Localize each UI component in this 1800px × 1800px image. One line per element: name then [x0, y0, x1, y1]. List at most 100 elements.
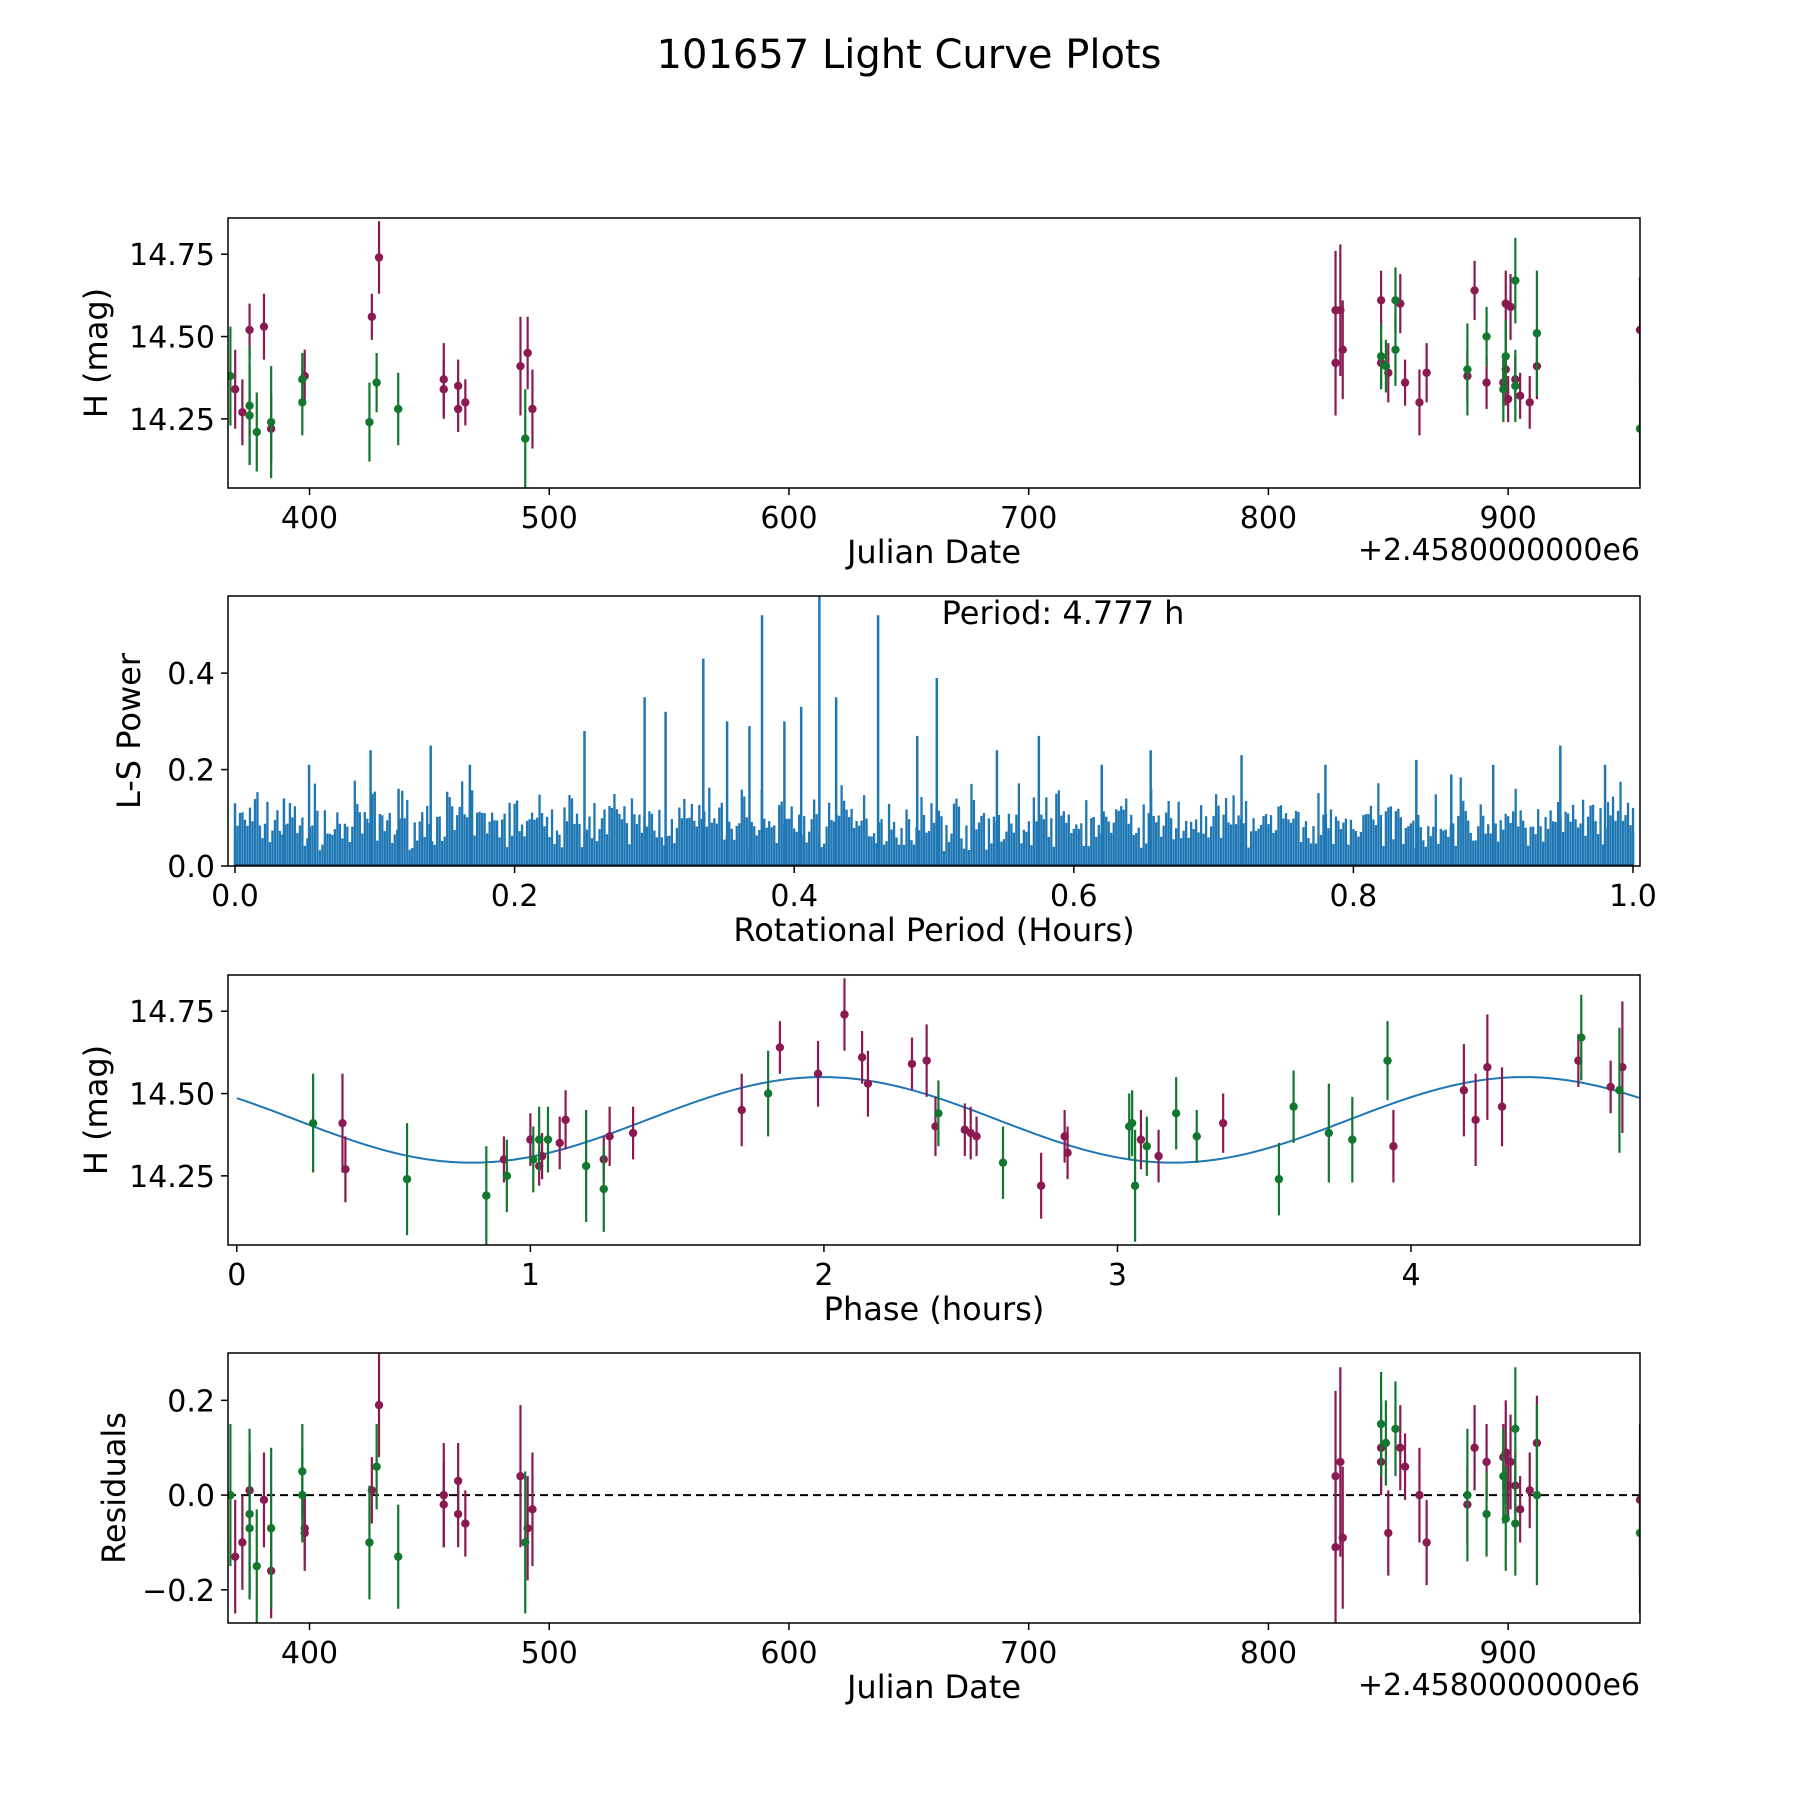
filter-b-point	[1376, 352, 1386, 361]
y-tick-label: 14.25	[129, 403, 215, 438]
filter-b-point	[1376, 1419, 1386, 1429]
filter-b-point	[521, 1538, 530, 1547]
x-tick-label: 900	[1480, 501, 1537, 536]
filter-b-point	[228, 371, 235, 381]
filter-b-point	[228, 1490, 235, 1500]
filter-b-point	[998, 1158, 1008, 1167]
filter-a-point	[230, 1552, 240, 1561]
filter-a-point	[374, 1400, 384, 1410]
x-tick-label: 4	[1401, 1258, 1420, 1293]
filter-a-point	[1218, 1118, 1228, 1128]
x-tick-label: 900	[1480, 1636, 1537, 1671]
filter-b-point	[1381, 1438, 1391, 1448]
filter-b-point	[394, 404, 403, 414]
filter-a-point	[628, 1128, 638, 1138]
filter-a-point	[338, 1118, 347, 1128]
x-tick-label: 600	[760, 1636, 817, 1671]
x-tick-label: 0.0	[211, 879, 259, 914]
lightcurve-ticks: 400 500 600 700 800 900 14.25 14.50 14.75	[129, 238, 1537, 536]
filter-a-point	[238, 408, 247, 417]
filter-b-point	[1274, 1174, 1284, 1184]
filter-b-point	[365, 1538, 374, 1547]
filter-a-point	[516, 361, 525, 371]
filter-a-point	[972, 1132, 981, 1141]
x-tick-label: 800	[1240, 1636, 1297, 1671]
filter-b-point	[1615, 1086, 1624, 1095]
filter-b-point	[372, 1462, 381, 1471]
filter-b-point	[1511, 1519, 1520, 1528]
periodogram-axes-frame	[227, 595, 1641, 867]
filter-a-point	[1482, 378, 1491, 387]
lightcurve-offset-label: +2.4580000000e6	[1358, 533, 1640, 568]
filter-b-point	[245, 1524, 254, 1533]
filter-b-point	[266, 1524, 276, 1533]
filter-a-point	[259, 1495, 269, 1505]
filter-a-point	[1154, 1151, 1163, 1161]
filter-b-point	[1532, 1490, 1542, 1500]
filter-b-point	[1511, 381, 1520, 391]
periodogram-ticks: 0.0 0.2 0.4 0.6 0.8 1.0 0.0 0.2 0.4	[167, 657, 1657, 914]
periodogram-panel: 0.0 0.2 0.4 0.6 0.8 1.0 0.0 0.2 0.4 Period: 4.77…	[110, 594, 1657, 949]
filter-b-point	[365, 417, 374, 427]
filter-a-point	[1400, 1462, 1410, 1471]
phased-panel: 0 1 2 3 4 14.25 14.50 14.75 Phase (hours) H (ma…	[77, 974, 1641, 1328]
filter-a-point	[523, 348, 532, 358]
filter-a-point	[374, 253, 384, 262]
residuals-xlabel: Julian Date	[845, 1668, 1021, 1706]
filter-b-point	[521, 434, 530, 443]
x-tick-label: 700	[1000, 501, 1057, 536]
filter-a-point	[1384, 1528, 1393, 1538]
filter-a-point	[1036, 1181, 1046, 1190]
filter-b-point	[402, 1174, 412, 1184]
x-tick-label: 500	[521, 501, 578, 536]
filter-a-point	[1376, 296, 1386, 305]
filter-b-point	[1142, 1142, 1152, 1151]
residuals-panel: 400 500 600 700 800 900 −0.2 0.0 0.2 Julian Date…	[95, 1352, 1641, 1706]
filter-a-point	[1503, 394, 1513, 404]
residuals-offset-label: +2.4580000000e6	[1358, 1668, 1640, 1703]
y-tick-label: 14.50	[129, 321, 215, 356]
filter-b-point	[372, 378, 381, 387]
filter-a-point	[863, 1079, 873, 1088]
lightcurve-marks	[228, 221, 1640, 488]
filter-a-point	[1331, 1543, 1340, 1552]
filter-a-point	[1415, 1490, 1424, 1500]
filter-b-point	[1463, 365, 1472, 374]
phased-axes-frame	[227, 974, 1641, 1246]
filter-b-point	[1192, 1132, 1201, 1141]
phased-marks	[236, 978, 1640, 1245]
filter-a-point	[1459, 1086, 1469, 1095]
lightcurve-xlabel: Julian Date	[845, 533, 1021, 571]
y-tick-label: 14.25	[129, 1160, 215, 1195]
periodogram-noise	[233, 777, 1635, 866]
filter-a-point	[1635, 325, 1640, 335]
filter-a-point	[461, 1519, 470, 1528]
filter-a-point	[1400, 378, 1410, 387]
y-tick-label: 0.2	[167, 754, 215, 789]
filter-b-point	[529, 1155, 538, 1164]
filter-a-point	[1525, 398, 1534, 407]
x-tick-label: 3	[1108, 1258, 1127, 1293]
filter-a-point	[341, 1165, 350, 1174]
filter-b-point	[1501, 352, 1510, 361]
filter-b-point	[1463, 1490, 1472, 1500]
filter-a-point	[439, 1500, 448, 1509]
filter-b-point	[252, 427, 261, 437]
residuals-ylabel: Residuals	[95, 1412, 133, 1564]
x-tick-label: 1.0	[1609, 879, 1657, 914]
residuals-marks	[228, 1353, 1640, 1623]
filter-a-point	[1470, 1443, 1479, 1452]
filter-b-point	[1391, 1424, 1400, 1433]
filter-a-point	[528, 1505, 537, 1514]
y-tick-label: 0.2	[167, 1384, 215, 1419]
filter-a-point	[230, 385, 240, 394]
filter-b-point	[266, 417, 276, 427]
filter-b-point	[1532, 329, 1542, 338]
filter-b-point	[934, 1109, 943, 1118]
filter-a-point	[737, 1105, 746, 1115]
filter-a-point	[528, 404, 537, 414]
x-tick-label: 2	[814, 1258, 833, 1293]
x-tick-label: 800	[1240, 501, 1297, 536]
filter-a-point	[1497, 1102, 1507, 1111]
filter-b-point	[1383, 1056, 1392, 1065]
